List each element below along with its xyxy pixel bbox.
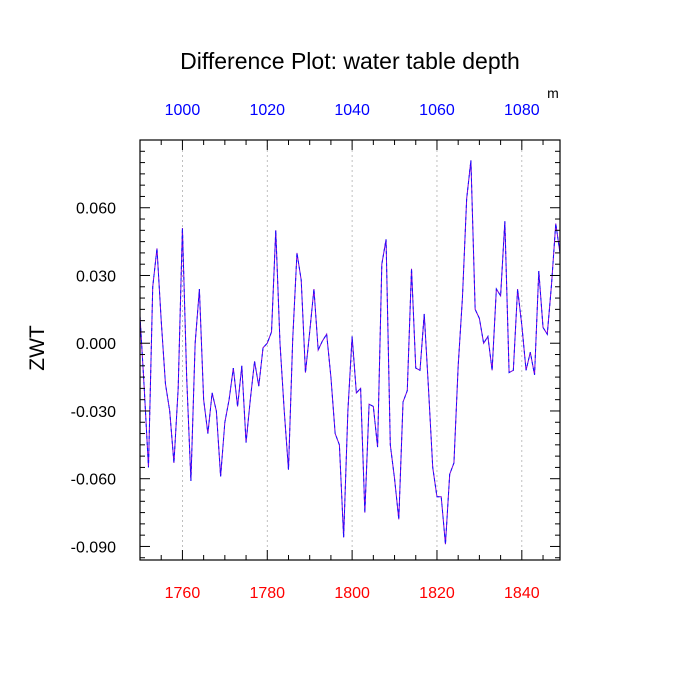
x-tick-label-top: 1020: [249, 102, 285, 119]
x-tick-label-bottom: 1800: [334, 585, 370, 602]
grid-lines: [182, 140, 523, 560]
axis-ticks: [139, 139, 560, 560]
y-tick-label: -0.030: [71, 404, 116, 421]
y-tick-label: -0.060: [71, 472, 116, 489]
top-axis-unit-label: m: [547, 85, 559, 101]
series-group: [139, 160, 561, 545]
y-tick-label: 0.000: [76, 336, 116, 353]
tick-labels: -0.090 -0.060 -0.030 0.000 0.030 0.060 1760 178…: [71, 102, 540, 602]
y-tick-label: 0.060: [76, 201, 116, 218]
y-tick-label: 0.030: [76, 268, 116, 285]
x-tick-label-bottom: 1760: [165, 585, 201, 602]
x-tick-label-bottom: 1820: [419, 585, 455, 602]
y-axis-label: ZWT: [26, 325, 49, 371]
x-tick-label-top: 1080: [504, 102, 540, 119]
x-tick-label-top: 1040: [334, 102, 370, 119]
x-tick-label-bottom: 1840: [504, 585, 540, 602]
plot-frame: [139, 139, 561, 561]
x-tick-label-top: 1060: [419, 102, 455, 119]
x-tick-label-top: 1000: [165, 102, 201, 119]
chart-title: Difference Plot: water table depth: [180, 48, 520, 74]
x-tick-label-bottom: 1780: [249, 585, 285, 602]
series-line: [139, 160, 561, 545]
series-line-dashed: [139, 160, 561, 545]
y-tick-label: -0.090: [71, 539, 116, 556]
